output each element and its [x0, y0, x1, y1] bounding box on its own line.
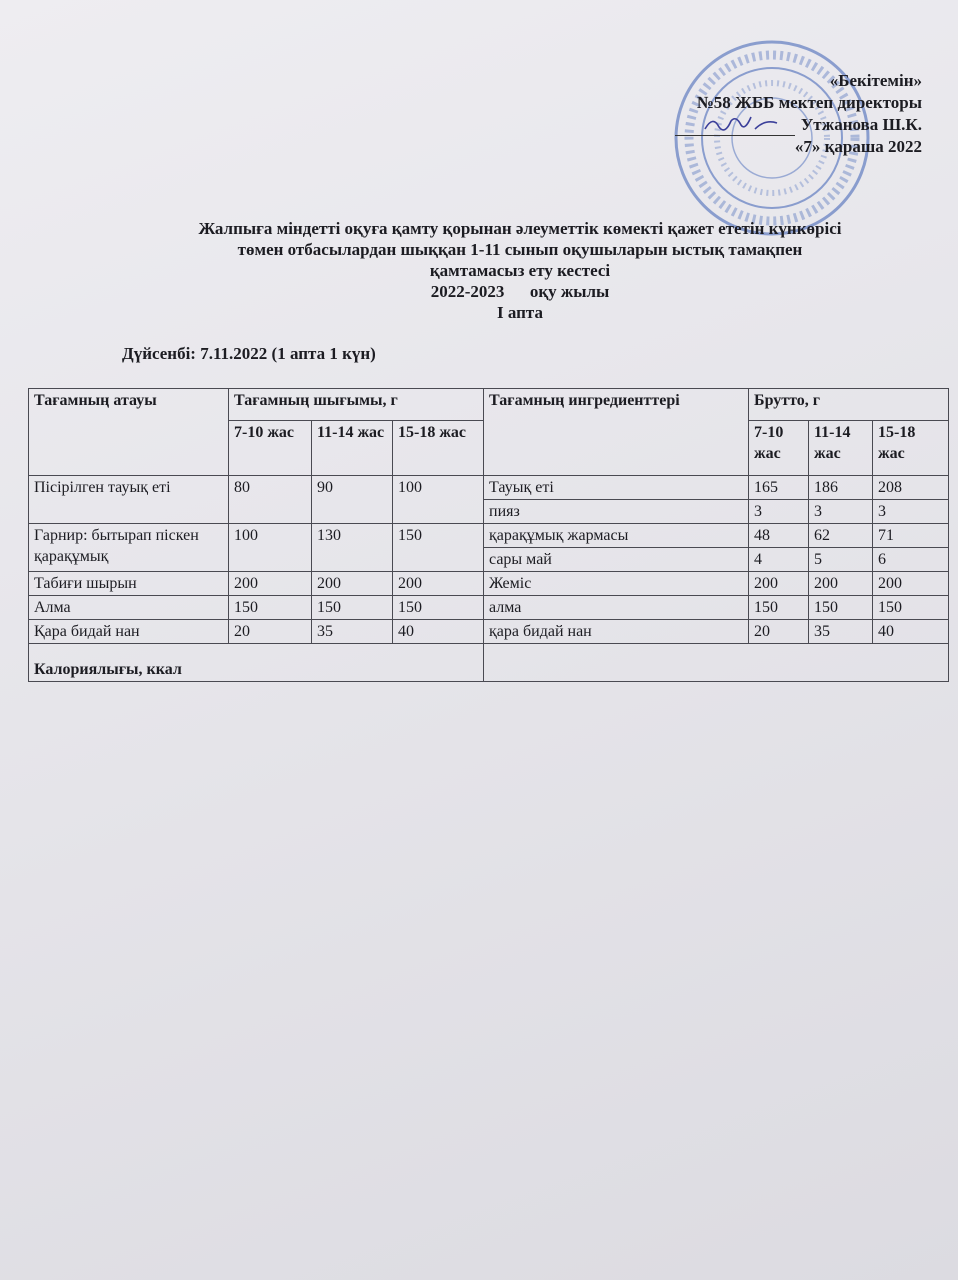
ingredient-brutto: 6 [872, 547, 950, 572]
academic-year: 2022-2023 оқу жылы [430, 282, 610, 301]
ingredient-brutto: 3 [808, 499, 874, 524]
ingredient-name: сары май [483, 547, 750, 572]
ingredient-brutto: 208 [872, 475, 950, 500]
official-stamp [674, 40, 870, 236]
table-row: Пісірілген тауық еті 80 90 100 Тауық еті 165 1… [28, 475, 950, 524]
header-output: Тағамның шығымы, г [227, 388, 485, 421]
header-age: 7-10 жас [228, 420, 312, 476]
signature [674, 116, 795, 136]
title-line: төмен отбасылардан шыққан 1-11 сынып оқу… [237, 240, 803, 259]
dish-output: 90 [311, 475, 393, 524]
table-row: Гарнир: бытырап піскен қарақұмық 100 130 15… [28, 523, 950, 572]
week-label: І апта [497, 303, 543, 322]
ingredient-brutto: 40 [872, 619, 950, 644]
calories-value [483, 643, 950, 682]
approval-heading: «Бекітемін» [829, 71, 922, 90]
ingredient-brutto: 3 [872, 499, 950, 524]
title-line: Жалпыға міндетті оқуға қамту қорынан әле… [198, 219, 842, 238]
approval-position: №58 ЖББ мектеп директоры [696, 93, 922, 112]
dish-name: Табиғи шырын [28, 571, 229, 596]
header-age: 11-14 жас [311, 420, 393, 476]
table-row: Табиғи шырын 200 200 200 Жеміс 200 200 200 [28, 571, 950, 596]
ingredient-name: пияз [483, 499, 750, 524]
header-brutto: Брутто, г [748, 388, 950, 421]
calories-label: Калориялығы, ккал [27, 643, 485, 682]
ingredient-brutto: 62 [808, 523, 874, 548]
ingredient-brutto: 150 [748, 595, 810, 620]
dish-output: 200 [391, 571, 485, 596]
ingredient-brutto: 150 [872, 595, 950, 620]
header-age: 15-18 жас [391, 420, 485, 476]
title-line: қамтамасыз ету кестесі [429, 261, 611, 280]
dish-output: 35 [311, 619, 393, 644]
dish-output: 40 [391, 619, 485, 644]
dish-output: 200 [228, 571, 312, 596]
ingredient-brutto: 35 [808, 619, 874, 644]
table-row: Алма 150 150 150 алма 150 150 150 [28, 595, 950, 620]
ingredient-brutto: 186 [808, 475, 874, 500]
ingredient-brutto: 200 [872, 571, 950, 596]
dish-output: 150 [391, 523, 485, 572]
ingredient-brutto: 20 [748, 619, 810, 644]
approval-block: «Бекітемін» №58 ЖББ мектеп директоры Утж… [674, 70, 922, 158]
dish-name: Алма [28, 595, 229, 620]
header-ingredients: Тағамның ингредиенттері [483, 388, 750, 476]
dish-output: 150 [311, 595, 393, 620]
dish-output: 100 [228, 523, 312, 572]
header-age: 7-10 жас [748, 420, 810, 476]
document-title: Жалпыға міндетті оқуға қамту қорынан әле… [100, 218, 940, 323]
table-row: пияз 3 3 3 [29, 499, 950, 524]
dish-output: 150 [391, 595, 485, 620]
dish-output: 100 [391, 475, 485, 524]
menu-table: Тағамның атауы Тағамның шығымы, г Тағамн… [27, 388, 950, 682]
dish-output: 20 [228, 619, 312, 644]
ingredient-brutto: 5 [808, 547, 874, 572]
dish-output: 80 [228, 475, 312, 524]
ingredient-brutto: 71 [872, 523, 950, 548]
dish-name: Гарнир: бытырап піскен қарақұмық [28, 523, 229, 572]
ingredient-brutto: 48 [748, 523, 810, 548]
ingredient-name: алма [483, 595, 750, 620]
ingredient-name: қара бидай нан [483, 619, 750, 644]
ingredient-brutto: 165 [748, 475, 810, 500]
ingredient-name: Тауық еті [483, 475, 750, 500]
dish-output: 150 [228, 595, 312, 620]
director-name: Утжанова Ш.К. [800, 115, 922, 134]
header-name: Тағамның атауы [28, 388, 229, 476]
ingredient-brutto: 150 [808, 595, 874, 620]
header-age: 15-18 жас [872, 420, 950, 476]
header-age: 11-14 жас [808, 420, 874, 476]
ingredient-brutto: 3 [748, 499, 810, 524]
dish-name: Қара бидай нан [28, 619, 229, 644]
dish-name: Пісірілген тауық еті [28, 475, 229, 524]
ingredient-name: қарақұмық жармасы [483, 523, 750, 548]
table-row: Қара бидай нан 20 35 40 қара бидай нан 20 35 40 [28, 619, 950, 644]
ingredient-brutto: 200 [748, 571, 810, 596]
ingredient-name: Жеміс [483, 571, 750, 596]
day-label: Дүйсенбі: 7.11.2022 (1 апта 1 күн) [122, 344, 376, 363]
approval-date: «7» қараша 2022 [794, 137, 922, 156]
dish-output: 200 [311, 571, 393, 596]
ingredient-brutto: 4 [748, 547, 810, 572]
ingredient-brutto: 200 [808, 571, 874, 596]
dish-output: 130 [311, 523, 393, 572]
